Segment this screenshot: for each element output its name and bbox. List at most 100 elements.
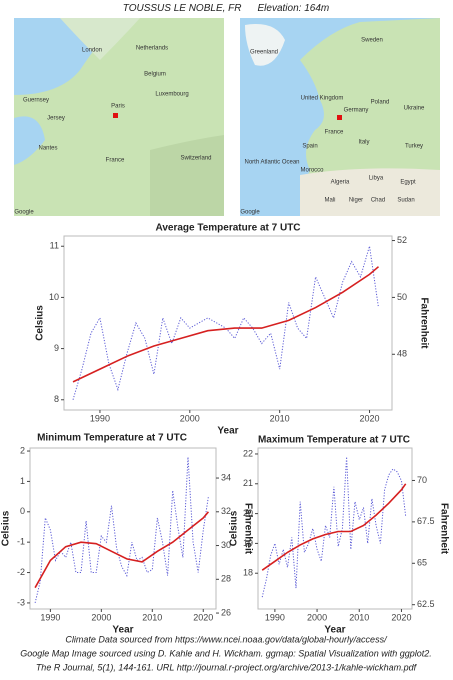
y2-tick-label: 52 xyxy=(397,235,407,245)
x-tick-label: 2020 xyxy=(391,612,411,622)
x-tick-label: 2010 xyxy=(270,413,290,423)
map-label: Sweden xyxy=(361,38,383,44)
station-marker xyxy=(337,115,342,120)
y2-tick-label: 65 xyxy=(417,558,427,568)
plot-panel xyxy=(257,447,413,610)
map-label: Jersey xyxy=(47,116,65,122)
map-label: Switzerland xyxy=(180,156,211,162)
y2-tick-label: 70 xyxy=(417,475,427,485)
x-tick-label: 2000 xyxy=(180,413,200,423)
y-tick-label: 2 xyxy=(20,445,25,455)
map-left xyxy=(14,18,224,216)
x-tick-label: 2010 xyxy=(349,612,369,622)
map-label: Algeria xyxy=(331,180,350,186)
x-tick-label: 2020 xyxy=(360,413,380,423)
y-axis-label: Celsius xyxy=(229,510,240,546)
y2-tick-label: 67.5 xyxy=(417,516,435,526)
map-greenland xyxy=(245,24,285,66)
map-sea xyxy=(14,116,45,165)
map-label: Netherlands xyxy=(136,46,168,52)
y2-tick-label: 48 xyxy=(397,349,407,359)
y2-axis-label: Fahrenheit xyxy=(438,503,449,555)
y-tick-label: 18 xyxy=(243,568,253,578)
y-tick-label: -1 xyxy=(17,537,25,547)
y2-tick-label: 62.5 xyxy=(417,599,435,609)
y2-tick-label: 34 xyxy=(221,472,231,482)
map-land xyxy=(300,18,440,216)
plot-panel xyxy=(29,447,217,610)
y-tick-label: -2 xyxy=(17,567,25,577)
y-tick-label: 19 xyxy=(243,538,253,548)
series-line xyxy=(34,457,209,604)
station: TOUSSUS LE NOBLE, FR xyxy=(123,3,242,14)
footer: Climate Data sourced from https://www.nc… xyxy=(20,634,431,672)
map-label: Niger xyxy=(349,198,363,204)
map-label: Mali xyxy=(324,198,335,204)
plot-panel xyxy=(63,235,393,411)
x-axis-label: Year xyxy=(324,625,345,636)
x-tick-label: 1990 xyxy=(40,612,60,622)
map-label: Poland xyxy=(371,100,390,106)
series-line xyxy=(261,483,407,571)
map-label: Egypt xyxy=(400,180,416,186)
map-label: Sudan xyxy=(397,198,414,204)
map-label: United Kingdom xyxy=(301,96,344,102)
map-label: Spain xyxy=(302,144,317,150)
y-tick-label: 1 xyxy=(20,476,25,486)
series-line xyxy=(261,456,407,598)
map-label: Guernsey xyxy=(23,98,49,104)
map-label: Turkey xyxy=(405,144,423,150)
x-axis-label: Year xyxy=(112,625,133,636)
x-tick-label: 1990 xyxy=(90,413,110,423)
y2-tick-label: 26 xyxy=(221,607,231,617)
chart-title: Maximum Temperature at 7 UTC xyxy=(258,435,410,446)
footer-line: Google Map Image sourced using D. Kahle … xyxy=(20,648,431,658)
y2-axis-label: Fahrenheit xyxy=(418,297,429,349)
map-label: Paris xyxy=(111,104,125,110)
x-tick-label: 2010 xyxy=(142,612,162,622)
station-marker xyxy=(113,113,118,118)
x-tick-label: 2000 xyxy=(307,612,327,622)
map-label: Google xyxy=(240,210,260,216)
series-line xyxy=(34,511,210,589)
map-label: Libya xyxy=(369,176,384,182)
map-label: Germany xyxy=(344,108,369,114)
map-label: Morocco xyxy=(300,168,324,174)
chart-title: Minimum Temperature at 7 UTC xyxy=(37,433,187,444)
map-land-uk xyxy=(60,18,140,60)
map-label: France xyxy=(106,158,125,164)
chart-title: Average Temperature at 7 UTC xyxy=(155,223,300,234)
map-label: France xyxy=(325,130,344,136)
map-label: Google xyxy=(14,210,34,216)
footer-line: Climate Data sourced from https://www.nc… xyxy=(65,634,388,644)
map-label: Italy xyxy=(358,140,369,146)
y2-tick-label: 30 xyxy=(221,540,231,550)
footer-line: The R Journal, 5(1), 144-161. URL http:/… xyxy=(36,662,418,672)
map-label: Nantes xyxy=(38,146,57,152)
map-hills xyxy=(150,135,224,216)
y-tick-label: 21 xyxy=(243,478,253,488)
x-tick-label: 2020 xyxy=(193,612,213,622)
x-tick-label: 2000 xyxy=(91,612,111,622)
map-label: Greenland xyxy=(250,50,278,56)
map-label: Ukraine xyxy=(404,106,425,112)
y2-axis-label: Fahrenheit xyxy=(242,503,253,555)
y-axis-label: Celsius xyxy=(35,305,46,341)
y-tick-label: 0 xyxy=(20,506,25,516)
map-right xyxy=(240,18,440,216)
map-label: Chad xyxy=(371,198,385,204)
elevation: Elevation: 164m xyxy=(258,3,330,14)
series-line xyxy=(72,266,380,383)
y2-tick-label: 28 xyxy=(221,574,231,584)
y-tick-label: 20 xyxy=(243,508,253,518)
y2-tick-label: 50 xyxy=(397,292,407,302)
map-label: Belgium xyxy=(144,72,166,78)
map-label: Luxembourg xyxy=(155,92,188,98)
y-axis-label: Celsius xyxy=(1,510,12,546)
map-label: London xyxy=(82,48,102,54)
map-label: North Atlantic Ocean xyxy=(244,160,299,166)
y-tick-label: 9 xyxy=(54,343,59,353)
x-tick-label: 1990 xyxy=(265,612,285,622)
y-tick-label: 22 xyxy=(243,448,253,458)
